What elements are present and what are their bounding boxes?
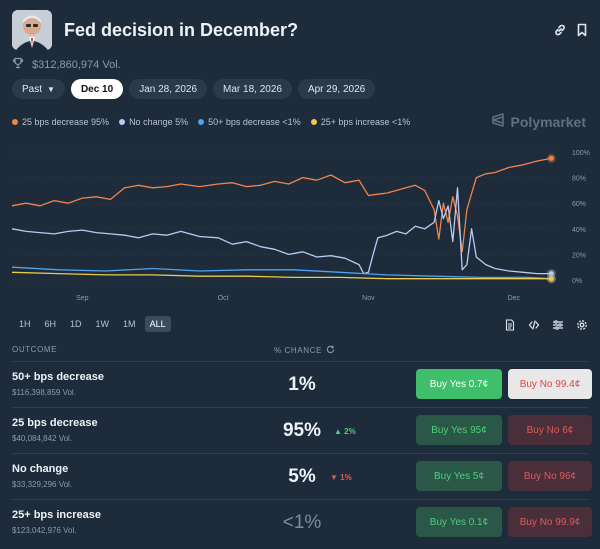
series-end-point [548,276,554,282]
legend-dot [12,119,18,125]
y-tick-label: 80% [572,176,586,183]
outcome-name: 50+ bps decrease [12,371,105,383]
series-line-increase [11,271,552,280]
outcome-name: No change [12,463,69,475]
buy-no-button[interactable]: Buy No 6¢ [508,415,592,445]
sliders-icon[interactable] [552,318,564,330]
outcome-column-header: OUTCOME [12,345,58,354]
buy-no-button[interactable]: Buy No 99.9¢ [508,507,592,537]
chart-tools [504,318,588,331]
series-end-point [548,271,554,277]
date-tab-past[interactable]: Past ▼ [12,79,65,99]
range-tab-1d[interactable]: 1D [70,319,82,329]
range-tab-6h[interactable]: 6H [44,319,57,329]
outcome-name: 25 bps decrease [12,417,98,429]
series-line-25bps [11,157,552,253]
outcome-chance: <1% [282,512,322,533]
y-tick-label: 100% [572,150,590,157]
bookmark-icon[interactable] [574,22,590,38]
outcome-volume: $123,042,976 Vol. [12,526,77,535]
y-tick-label: 40% [572,227,586,234]
page-title: Fed decision in December? [64,20,299,40]
x-tick-label: Sep [76,295,89,302]
series-line-50bps [11,266,552,280]
buy-no-button[interactable]: Buy No 99.4¢ [508,369,592,399]
x-tick-label: Nov [362,295,375,302]
chance-column-header: % CHANCE [274,345,335,356]
chance-change-down: ▼ 1% [330,473,352,482]
x-tick-label: Oct [218,295,229,302]
series-line-no-change [11,187,552,275]
legend-item-25bps: 25 bps decrease 95% [12,117,109,127]
outcome-volume: $33,329,296 Vol. [12,480,73,489]
buy-yes-button[interactable]: Buy Yes 0.1¢ [416,507,502,537]
date-tab-mar-18[interactable]: Mar 18, 2026 [213,79,292,99]
legend-item-50bps: 50+ bps decrease <1% [198,117,301,127]
date-tabs: Past ▼ Dec 10 Jan 28, 2026 Mar 18, 2026 A… [12,79,376,99]
market-header: Fed decision in December? [12,10,588,52]
outcome-row-no-change[interactable]: No change $33,329,296 Vol. 5% ▼ 1% Buy Y… [12,453,592,499]
legend-dot [198,119,205,125]
gear-icon[interactable] [576,318,588,330]
y-tick-label: 60% [572,201,586,208]
chevron-down-icon: ▼ [47,84,55,94]
trophy-icon [12,56,24,74]
outcome-chance: 95% [282,420,322,441]
date-tab-apr-29[interactable]: Apr 29, 2026 [297,79,376,99]
market-avatar [12,10,52,50]
outcome-volume: $116,398,859 Vol. [12,388,76,397]
chart-legend: 25 bps decrease 95% No change 5% 50+ bps… [12,117,410,127]
total-volume: $312,860,974 Vol. [32,59,121,71]
polymarket-logo: Polymarket [491,113,586,130]
buy-yes-button[interactable]: Buy Yes 5¢ [416,461,502,491]
legend-dot [310,119,317,125]
y-tick-label: 0% [572,278,582,285]
date-tab-dec-10[interactable]: Dec 10 [70,79,124,99]
range-tab-all[interactable]: ALL [144,316,171,332]
refresh-icon[interactable] [326,345,335,356]
outcome-chance: 5% [288,466,316,487]
code-icon[interactable] [528,318,540,330]
range-tab-1h[interactable]: 1H [19,319,31,329]
buy-yes-button[interactable]: Buy Yes 95¢ [416,415,502,445]
range-tabs: 1H 6H 1D 1W 1M ALL [14,316,171,332]
y-tick-label: 20% [572,252,586,259]
document-icon[interactable] [504,318,516,331]
range-tab-1m[interactable]: 1M [123,319,136,329]
legend-item-no-change: No change 5% [119,117,188,127]
outcome-row-25bps[interactable]: 25 bps decrease $40,084,842 Vol. 95% ▲ 2… [12,407,592,453]
legend-dot [119,119,126,125]
outcome-row-increase[interactable]: 25+ bps increase $123,042,976 Vol. <1% B… [12,499,592,545]
legend-item-increase: 25+ bps increase <1% [310,117,410,127]
chance-change-up: ▲ 2% [334,427,356,436]
buy-no-button[interactable]: Buy No 96¢ [508,461,592,491]
outcome-volume: $40,084,842 Vol. [12,434,73,443]
probability-chart: 0% 20% 40% 60% 80% 100% Sep Oct Nov Dec [11,150,590,302]
x-tick-label: Dec [508,295,521,302]
date-tab-jan-28[interactable]: Jan 28, 2026 [129,79,208,99]
outcome-name: 25+ bps increase [12,509,101,521]
polymarket-icon [491,113,505,130]
volume-row: $312,860,974 Vol. [12,56,121,74]
outcome-chance: 1% [288,374,316,395]
link-icon[interactable] [552,22,568,38]
outcome-row-50bps[interactable]: 50+ bps decrease $116,398,859 Vol. 1% Bu… [12,361,592,407]
buy-yes-button[interactable]: Buy Yes 0.7¢ [416,369,502,399]
range-tab-1w[interactable]: 1W [95,319,110,329]
series-end-point [548,155,554,161]
outcome-table-header: OUTCOME % CHANCE [12,342,588,358]
